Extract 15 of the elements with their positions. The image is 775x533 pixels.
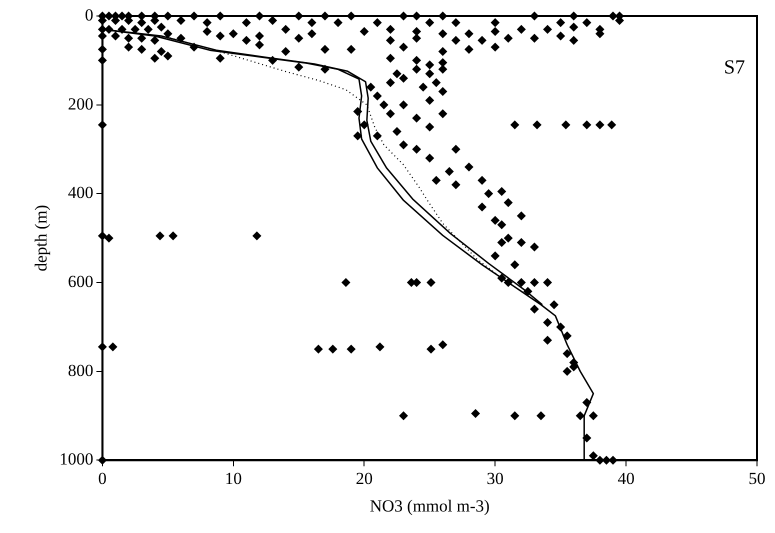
x-tick-label: 10: [224, 468, 242, 488]
x-tick-label: 30: [486, 468, 504, 488]
y-tick-label: 200: [68, 94, 94, 114]
x-tick-label: 40: [618, 468, 635, 488]
y-tick-label: 800: [68, 360, 94, 380]
x-axis-title: NO3 (mmol m-3): [370, 496, 490, 516]
y-axis-title: depth (m): [32, 204, 51, 272]
x-tick-label: 0: [98, 468, 107, 488]
y-tick-label: 1000: [59, 450, 94, 469]
annotation: S7: [724, 56, 745, 78]
x-tick-label: 20: [356, 468, 373, 488]
y-tick-label: 0: [84, 5, 94, 24]
y-tick-label: 600: [68, 272, 94, 291]
y-tick-label: 400: [68, 183, 94, 202]
x-tick-label: 50: [748, 468, 766, 488]
